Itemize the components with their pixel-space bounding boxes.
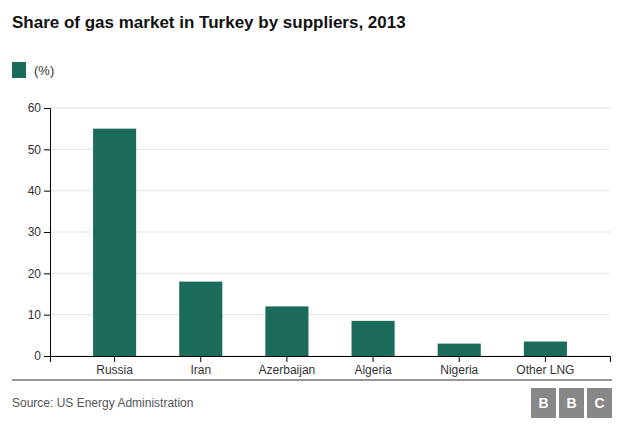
y-tick: 30 xyxy=(28,225,50,239)
logo: BBC xyxy=(531,388,612,418)
y-axis: 0 10 20 30 40 50 60 xyxy=(28,101,51,363)
legend: (%) xyxy=(12,62,54,78)
bar xyxy=(179,282,222,356)
x-tick: Other LNG xyxy=(516,356,574,377)
logo-box xyxy=(587,388,612,418)
logo-letter: C xyxy=(594,395,604,411)
x-tick: Russia xyxy=(96,356,133,377)
x-tick-mark xyxy=(286,356,287,362)
y-tick-mark xyxy=(44,108,50,109)
x-tick-label: Russia xyxy=(96,363,133,377)
plot: 0 10 20 30 40 50 60 Russia Iran Azerbaijan Algeria… xyxy=(28,101,611,376)
legend-swatch xyxy=(12,62,26,78)
x-tick-mark xyxy=(459,356,460,362)
y-tick-label: 10 xyxy=(28,308,42,322)
bar xyxy=(265,306,308,356)
x-tick: Azerbaijan xyxy=(259,356,316,377)
y-tick-mark xyxy=(44,315,50,316)
y-tick-label: 50 xyxy=(28,143,42,157)
y-tick-mark xyxy=(44,356,50,357)
y-tick-label: 30 xyxy=(28,225,42,239)
x-tick-label: Algeria xyxy=(354,363,392,377)
source: Source: US Energy Administration xyxy=(12,396,193,410)
separator xyxy=(12,380,612,381)
bar xyxy=(438,344,481,356)
y-tick: 50 xyxy=(28,143,50,157)
x-tick-mark xyxy=(545,356,546,362)
x-axis: Russia Iran Azerbaijan Algeria Nigeria Other … xyxy=(51,356,611,377)
logo-letter: B xyxy=(538,395,548,411)
x-tick: Nigeria xyxy=(440,356,478,377)
chart: Share of gas market in Turkey by supplie… xyxy=(0,0,624,430)
logo-box xyxy=(531,388,556,418)
bar xyxy=(352,321,395,356)
y-tick-mark xyxy=(44,149,50,150)
y-tick-mark xyxy=(44,273,50,274)
bars xyxy=(93,129,567,356)
bar xyxy=(524,342,567,356)
y-tick: 60 xyxy=(28,101,50,115)
legend-label: (%) xyxy=(34,63,54,78)
y-tick-label: 0 xyxy=(34,349,41,363)
y-tick: 0 xyxy=(34,349,50,363)
x-tick: Iran xyxy=(190,356,211,377)
x-tick-label: Iran xyxy=(190,363,211,377)
logo-box xyxy=(559,388,584,418)
y-tick: 20 xyxy=(28,267,50,281)
y-axis-line xyxy=(44,109,51,357)
title: Share of gas market in Turkey by supplie… xyxy=(12,13,406,32)
x-tick-label: Other LNG xyxy=(516,363,574,377)
x-tick-mark xyxy=(114,356,115,362)
y-tick-label: 60 xyxy=(28,101,42,115)
logo-letter: B xyxy=(566,395,576,411)
grid-line xyxy=(50,108,610,109)
x-tick-label: Azerbaijan xyxy=(259,363,316,377)
x-tick-mark xyxy=(200,356,201,362)
y-tick-mark xyxy=(44,232,50,233)
y-tick-label: 20 xyxy=(28,267,42,281)
x-tick-mark xyxy=(373,356,374,362)
x-axis-line xyxy=(51,357,611,363)
legend-item: (%) xyxy=(12,62,54,78)
y-tick: 10 xyxy=(28,308,50,322)
bar xyxy=(93,129,136,356)
x-tick-label: Nigeria xyxy=(440,363,478,377)
y-tick-mark xyxy=(44,191,50,192)
x-tick: Algeria xyxy=(354,356,392,377)
y-tick: 40 xyxy=(28,184,50,198)
grid xyxy=(50,108,610,356)
y-tick-label: 40 xyxy=(28,184,42,198)
